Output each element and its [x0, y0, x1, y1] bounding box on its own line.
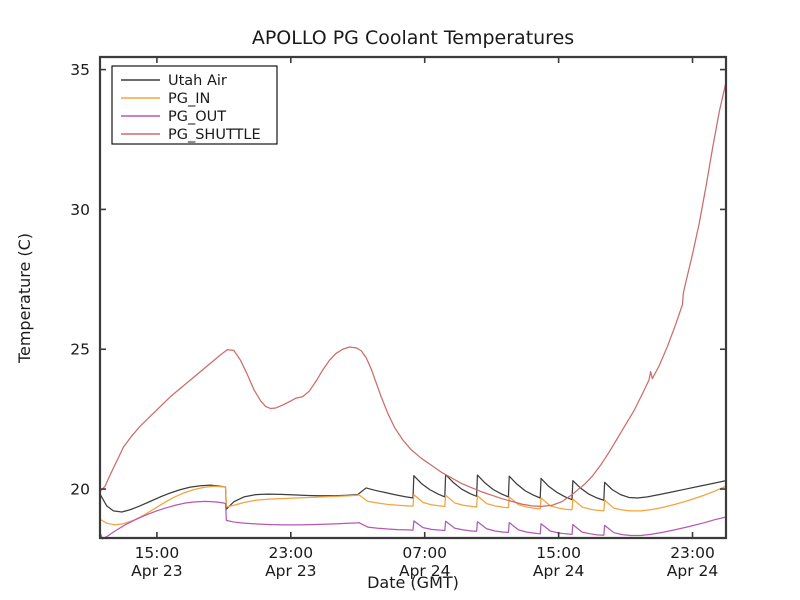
- x-tick-label-date: Apr 24: [667, 562, 718, 580]
- legend-label-pg-out: PG_OUT: [168, 109, 226, 125]
- x-tick-label-date: Apr 24: [399, 562, 450, 580]
- y-axis-title: Temperature (C): [15, 233, 34, 364]
- legend-label-pg-in: PG_IN: [168, 91, 210, 107]
- x-tick-label-date: Apr 23: [131, 562, 182, 580]
- x-tick-label-date: Apr 24: [533, 562, 584, 580]
- axes-frame: [98, 55, 728, 540]
- legend-background: [111, 65, 278, 145]
- legend-label-utah air: Utah Air: [168, 73, 227, 89]
- x-tick-label-time: 23:00: [268, 544, 313, 562]
- y-tick-label: 25: [70, 341, 90, 359]
- series-line-pg-in: [99, 485, 727, 526]
- x-tick-label-time: 15:00: [536, 544, 581, 562]
- x-tick-label-time: 15:00: [135, 544, 180, 562]
- y-tick-label: 35: [70, 61, 90, 79]
- series-line-utah air: [99, 473, 727, 513]
- legend-label-pg-shuttle: PG_SHUTTLE: [168, 127, 261, 143]
- x-tick-label-time: 23:00: [670, 544, 715, 562]
- y-tick-label: 30: [70, 201, 90, 219]
- chart-legend: Utah Air PG_IN PG_OUT PG_SHUTTLE: [111, 65, 278, 145]
- page-title: APOLLO PG Coolant Temperatures: [252, 27, 574, 49]
- x-axis-title: Date (GMT): [367, 573, 459, 592]
- y-tick-label: 20: [70, 481, 90, 499]
- series-line-pg-out: [99, 500, 727, 540]
- x-tick-label-time: 07:00: [402, 544, 447, 562]
- series-line-pg-shuttle: [99, 81, 727, 508]
- x-tick-label-date: Apr 23: [265, 562, 316, 580]
